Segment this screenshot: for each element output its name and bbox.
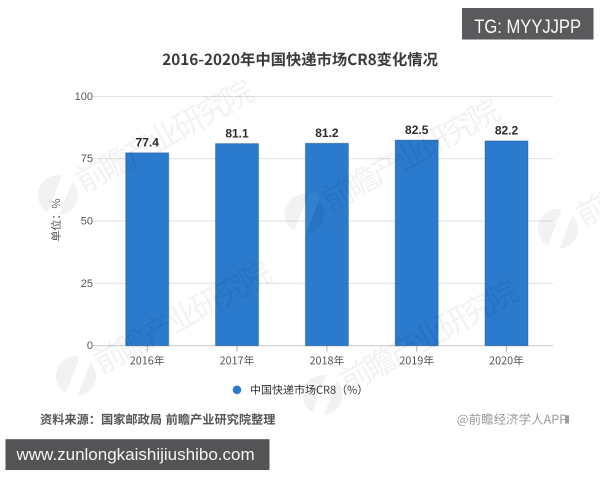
svg-text:50: 50	[81, 216, 93, 228]
svg-text:TG: MYYJJPP: TG: MYYJJPP	[474, 16, 581, 38]
svg-text:81.1: 81.1	[225, 126, 249, 140]
svg-text:75: 75	[81, 153, 93, 165]
svg-text:100: 100	[75, 91, 93, 103]
svg-text:25: 25	[81, 278, 93, 290]
svg-text:81.2: 81.2	[315, 126, 339, 140]
svg-text:82.5: 82.5	[405, 123, 429, 137]
svg-text:82.2: 82.2	[495, 124, 519, 138]
svg-text:www.zunlongkaishijiushibo.com: www.zunlongkaishijiushibo.com	[16, 445, 255, 464]
svg-text:0: 0	[87, 340, 93, 352]
